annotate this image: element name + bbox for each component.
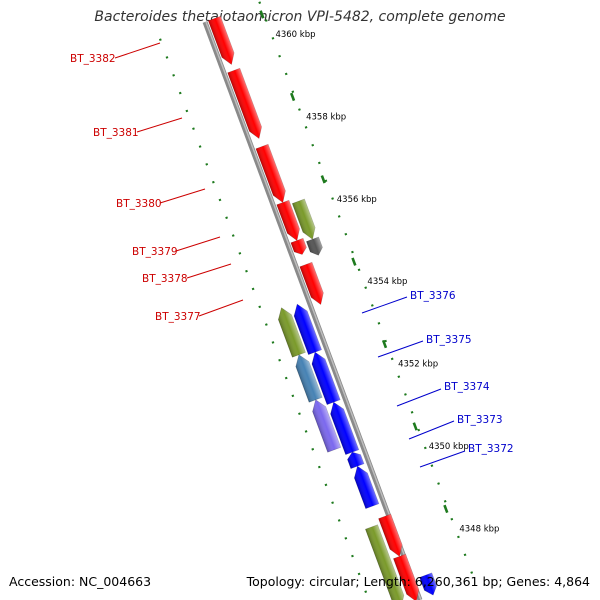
scale-label: 4360 kbp bbox=[275, 30, 315, 40]
gene-arrow-shade bbox=[347, 452, 364, 469]
gene-arrow-shade bbox=[299, 262, 324, 305]
gene-arrow-shade bbox=[365, 524, 404, 600]
gene-label-leader bbox=[186, 263, 232, 279]
gene-label-leader bbox=[198, 299, 244, 317]
scale-major-tick bbox=[412, 422, 418, 431]
gene-arrow-red-bottom bbox=[378, 513, 403, 557]
gene-arrow-bt3374 bbox=[330, 401, 360, 456]
gene-arrow-shade bbox=[276, 200, 300, 241]
backbone-highlight bbox=[205, 21, 422, 600]
scale-major-tick bbox=[289, 92, 296, 102]
gene-arrow-red-bottom-2 bbox=[393, 553, 420, 600]
gene-arrow-gray-left bbox=[306, 236, 323, 256]
gene-arrow-olive-left bbox=[291, 198, 316, 240]
gene-arrow-bt3381 bbox=[227, 67, 262, 140]
gene-label-leader bbox=[419, 450, 466, 468]
gene-label-bt3380: BT_3380 bbox=[116, 198, 162, 210]
genome-info-label: Topology: circular; Length: 6,260,361 bp… bbox=[246, 574, 590, 589]
gene-label-bt3374: BT_3374 bbox=[444, 381, 490, 393]
gene-label-leader bbox=[361, 296, 408, 314]
gene-arrow-shade bbox=[312, 399, 341, 453]
gene-arrow-shade bbox=[306, 237, 323, 256]
gene-arrow-slateblue-right bbox=[312, 399, 342, 453]
gene-label-bt3382: BT_3382 bbox=[70, 53, 116, 65]
gene-arrow-shade bbox=[330, 402, 359, 455]
gene-label-leader bbox=[136, 117, 183, 133]
gene-label-bt3378: BT_3378 bbox=[142, 273, 188, 285]
scale-tick-track-left bbox=[158, 38, 370, 600]
gene-arrow-shade bbox=[419, 572, 437, 596]
scale-major-tick bbox=[259, 10, 265, 19]
gene-arrow-shade bbox=[354, 466, 379, 509]
gene-arrow-shade bbox=[292, 199, 316, 240]
gene-arrow-shade bbox=[278, 307, 306, 358]
gene-arrow-bt3375 bbox=[311, 351, 341, 406]
gene-arrow-bt3377 bbox=[299, 261, 324, 306]
scale-label: 4352 kbp bbox=[398, 360, 438, 370]
gene-label-leader bbox=[159, 188, 206, 204]
scale-label: 4348 kbp bbox=[459, 524, 499, 534]
gene-label-leader bbox=[175, 236, 221, 252]
gene-label-bt3376: BT_3376 bbox=[410, 290, 456, 302]
gene-label-bt3373: BT_3373 bbox=[457, 414, 503, 426]
gene-arrow-shade bbox=[311, 352, 341, 405]
gene-arrow-olive-right bbox=[278, 307, 306, 358]
gene-arrow-bt3380 bbox=[255, 143, 286, 204]
gene-label-leader bbox=[396, 388, 442, 407]
gene-arrow-bt3382 bbox=[207, 15, 235, 66]
scale-label: 4354 kbp bbox=[367, 277, 407, 287]
gene-label-bt3381: BT_3381 bbox=[93, 127, 139, 139]
gene-label-bt3375: BT_3375 bbox=[426, 334, 472, 346]
gene-arrow-shade bbox=[294, 304, 322, 355]
backbone-line bbox=[202, 21, 423, 600]
gene-arrow-bt3373 bbox=[347, 451, 365, 470]
gene-arrow-bt3376 bbox=[293, 303, 322, 356]
gene-arrow-shade bbox=[290, 238, 307, 255]
scale-label: 4356 kbp bbox=[337, 195, 377, 205]
gene-arrow-blue-bottom bbox=[419, 572, 437, 596]
gene-arrow-shade bbox=[378, 514, 403, 557]
gene-label-bt3379: BT_3379 bbox=[132, 246, 178, 258]
gene-arrow-shade bbox=[255, 144, 286, 203]
accession-label: Accession: NC_004663 bbox=[9, 574, 152, 589]
gene-label-leader bbox=[114, 42, 161, 59]
gene-arrow-shade bbox=[295, 354, 323, 403]
scale-major-tick bbox=[443, 504, 449, 514]
gene-arrow-bt3372 bbox=[354, 465, 380, 510]
gene-arrow-olive-bottom bbox=[365, 524, 405, 600]
scale-major-tick bbox=[381, 339, 388, 349]
scale-label: 4350 kbp bbox=[429, 442, 469, 452]
gene-label-bt3377: BT_3377 bbox=[155, 311, 201, 323]
gene-label-bt3372: BT_3372 bbox=[468, 443, 514, 455]
gene-label-leader bbox=[408, 420, 455, 440]
gene-arrow-shade bbox=[208, 16, 235, 65]
gene-arrow-bt3379 bbox=[276, 199, 300, 242]
scale-major-tick bbox=[320, 175, 326, 184]
genome-title: Bacteroides thetaiotaomicron VPI-5482, c… bbox=[94, 9, 506, 25]
scale-tick-track-right bbox=[258, 1, 476, 581]
gene-arrow-bt3378 bbox=[290, 237, 307, 255]
scale-major-tick bbox=[351, 257, 357, 266]
gene-arrow-shade bbox=[227, 68, 262, 139]
gene-arrow-steelblue-right bbox=[295, 354, 323, 403]
gene-arrow-shade bbox=[393, 554, 419, 600]
gene-label-leader bbox=[377, 340, 424, 358]
scale-label: 4358 kbp bbox=[306, 112, 346, 122]
